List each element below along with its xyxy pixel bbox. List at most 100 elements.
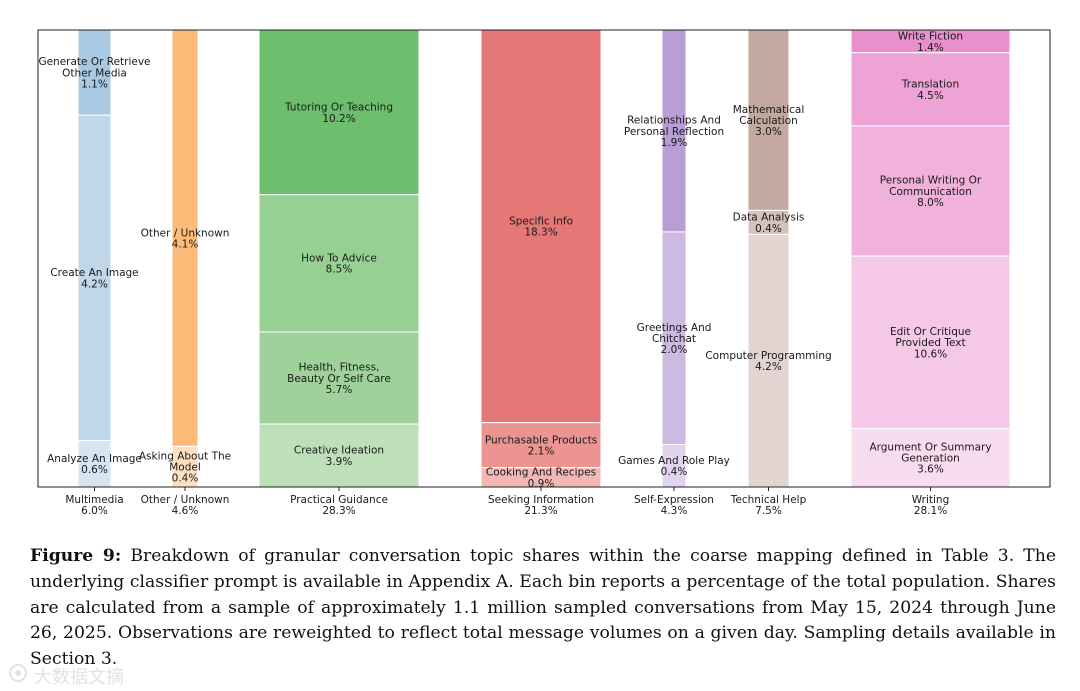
segment-label-greetings-and-chitchat: Greetings And Chitchat 2.0% xyxy=(637,322,712,356)
category-total: 7.5% xyxy=(755,505,782,517)
segment-technical-help-computer-programming xyxy=(747,233,790,488)
segment-name-line: Argument Or Summary xyxy=(869,441,991,453)
segment-name-line: Model xyxy=(169,461,201,473)
segment-name-line: Relationships And xyxy=(627,115,721,127)
category-label-other-unknown: Other / Unknown 4.6% xyxy=(141,494,230,517)
segment-share: 0.4% xyxy=(661,466,688,478)
segment-technical-help-mathematical-calculation xyxy=(747,29,790,211)
figure-caption: Figure 9: Breakdown of granular conversa… xyxy=(30,544,1056,673)
category-label-practical-guidance: Practical Guidance 28.3% xyxy=(290,494,388,517)
segment-name-line: Mathematical xyxy=(733,104,805,116)
segment-share: 3.6% xyxy=(917,464,944,476)
segment-name-line: Creative Ideation xyxy=(294,445,384,457)
segment-label-specific-info: Specific Info 18.3% xyxy=(509,216,573,239)
segment-name-line: Asking About The xyxy=(139,450,231,462)
segment-multimedia-generate-or-retrieve-other-media xyxy=(77,29,112,116)
segment-label-games-and-role-play: Games And Role Play 0.4% xyxy=(618,455,730,478)
segment-name-line: Other / Unknown xyxy=(141,227,230,239)
segment-multimedia-create-an-image xyxy=(77,114,112,442)
segment-seeking-information-purchasable-products xyxy=(480,422,602,469)
segment-name-line: Calculation xyxy=(739,115,798,127)
segment-practical-guidance-tutoring-or-teaching xyxy=(258,29,420,196)
segment-label-health-fitness-beauty-or-self-care: Health, Fitness, Beauty Or Self Care 5.7% xyxy=(287,362,391,396)
segment-name-line: Data Analysis xyxy=(733,212,805,224)
segment-name-line: Beauty Or Self Care xyxy=(287,373,391,385)
segment-label-other-unknown: Other / Unknown 4.1% xyxy=(141,227,230,250)
segment-share: 3.0% xyxy=(755,126,782,138)
category-total: 4.3% xyxy=(661,505,688,517)
segment-name-line: Other Media xyxy=(62,67,127,79)
segment-share: 1.4% xyxy=(917,42,944,54)
watermark-text: 大数据文摘 xyxy=(34,667,124,688)
segment-writing-edit-or-critique-provided-text xyxy=(850,255,1011,429)
watermark: 大数据文摘 xyxy=(6,660,156,688)
segment-name-line: Create An Image xyxy=(50,267,138,279)
category-total: 28.1% xyxy=(914,505,947,517)
segment-label-relationships-and-personal-reflection: Relationships And Personal Reflection 1.9% xyxy=(624,115,724,149)
segment-label-asking-about-the-model: Asking About The Model 0.4% xyxy=(139,450,231,484)
category-label-writing: Writing 28.1% xyxy=(912,494,950,517)
segment-writing-argument-or-summary-generation xyxy=(850,427,1011,488)
segment-name-line: Purchasable Products xyxy=(485,434,597,446)
segment-name-line: Edit Or Critique xyxy=(890,326,971,338)
segment-writing-personal-writing-or-communication xyxy=(850,125,1011,257)
segment-name-line: Specific Info xyxy=(509,216,573,228)
segment-name-line: Analyze An Image xyxy=(47,453,142,465)
segment-name-line: Tutoring Or Teaching xyxy=(284,102,393,114)
segment-share: 5.7% xyxy=(326,384,353,396)
segment-share: 4.2% xyxy=(755,361,782,373)
segment-name-line: Provided Text xyxy=(895,337,965,349)
segment-other-unknown-asking-about-the-model xyxy=(171,445,199,488)
category-name: Practical Guidance xyxy=(290,494,388,506)
category-name: Multimedia xyxy=(65,494,123,506)
watermark-logo-icon xyxy=(9,664,27,682)
segment-label-tutoring-or-teaching: Tutoring Or Teaching 10.2% xyxy=(284,102,393,125)
segment-share: 10.6% xyxy=(914,348,947,360)
segment-name-line: Write Fiction xyxy=(898,31,963,43)
segment-seeking-information-specific-info xyxy=(480,29,602,424)
category-label-technical-help: Technical Help 7.5% xyxy=(730,494,807,517)
segment-label-argument-or-summary-generation: Argument Or Summary Generation 3.6% xyxy=(869,441,991,475)
category-name: Seeking Information xyxy=(488,494,594,506)
segment-share: 8.5% xyxy=(326,264,353,276)
segment-share: 2.1% xyxy=(528,446,555,458)
stacked-topic-chart: Generate Or Retrieve Other Media 1.1% Creat… xyxy=(37,29,1051,517)
segment-name-line: Personal Reflection xyxy=(624,126,724,138)
segment-label-translation: Translation 4.5% xyxy=(901,79,959,102)
segment-label-create-an-image: Create An Image 4.2% xyxy=(50,267,138,290)
category-total: 4.6% xyxy=(172,505,199,517)
segment-label-how-to-advice: How To Advice 8.5% xyxy=(301,253,377,276)
segment-name-line: Chitchat xyxy=(652,333,696,345)
segment-practical-guidance-how-to-advice xyxy=(258,194,420,333)
segment-share: 18.3% xyxy=(524,227,557,239)
category-total: 21.3% xyxy=(524,505,557,517)
segment-share: 8.0% xyxy=(917,197,944,209)
segment-name-line: Games And Role Play xyxy=(618,455,730,467)
segment-name-line: Computer Programming xyxy=(705,350,831,362)
segment-other-unknown-other-unknown xyxy=(171,29,199,447)
segment-share: 0.6% xyxy=(81,464,108,476)
segment-name-line: Translation xyxy=(901,79,959,91)
category-name: Writing xyxy=(912,494,950,506)
segment-label-data-analysis: Data Analysis 0.4% xyxy=(733,212,805,235)
segment-share: 1.9% xyxy=(661,137,688,149)
segment-name-line: Generate Or Retrieve xyxy=(38,56,150,68)
segment-share: 4.5% xyxy=(917,90,944,102)
category-total: 28.3% xyxy=(322,505,355,517)
segment-label-generate-or-retrieve-other-media: Generate Or Retrieve Other Media 1.1% xyxy=(38,56,150,90)
chart-area: Generate Or Retrieve Other Media 1.1% Creat… xyxy=(37,29,1051,517)
segment-share: 1.1% xyxy=(81,79,108,91)
segment-share: 0.4% xyxy=(755,223,782,235)
segment-label-edit-or-critique-provided-text: Edit Or Critique Provided Text 10.6% xyxy=(890,326,971,360)
category-label-self-expression: Self-Expression 4.3% xyxy=(634,494,714,517)
category-label-multimedia: Multimedia 6.0% xyxy=(65,494,123,517)
figure-caption-text: Breakdown of granular conversation topic… xyxy=(30,546,1057,670)
category-name: Other / Unknown xyxy=(141,494,230,506)
segment-name-line: Cooking And Recipes xyxy=(486,467,596,479)
segment-practical-guidance-health-fitness-beauty-or-self-care xyxy=(258,331,420,425)
category-label-seeking-information: Seeking Information 21.3% xyxy=(488,494,594,517)
segment-share: 0.4% xyxy=(172,473,199,485)
segment-label-analyze-an-image: Analyze An Image 0.6% xyxy=(47,453,142,476)
segment-writing-translation xyxy=(850,52,1011,127)
segment-self-expression-games-and-role-play xyxy=(661,443,687,488)
